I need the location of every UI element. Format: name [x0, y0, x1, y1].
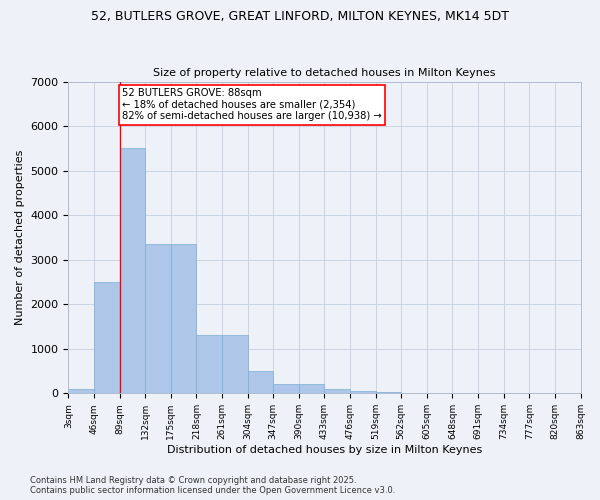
- Bar: [273, 384, 299, 394]
- Bar: [171, 244, 196, 394]
- Y-axis label: Number of detached properties: Number of detached properties: [15, 150, 25, 325]
- Bar: [94, 282, 119, 394]
- Bar: [325, 389, 350, 394]
- X-axis label: Distribution of detached houses by size in Milton Keynes: Distribution of detached houses by size …: [167, 445, 482, 455]
- Bar: [68, 389, 94, 394]
- Bar: [299, 384, 325, 394]
- Title: Size of property relative to detached houses in Milton Keynes: Size of property relative to detached ho…: [153, 68, 496, 78]
- Bar: [248, 371, 273, 394]
- Bar: [145, 244, 171, 394]
- Bar: [222, 336, 248, 394]
- Text: 52 BUTLERS GROVE: 88sqm
← 18% of detached houses are smaller (2,354)
82% of semi: 52 BUTLERS GROVE: 88sqm ← 18% of detache…: [122, 88, 382, 122]
- Text: 52, BUTLERS GROVE, GREAT LINFORD, MILTON KEYNES, MK14 5DT: 52, BUTLERS GROVE, GREAT LINFORD, MILTON…: [91, 10, 509, 23]
- Bar: [119, 148, 145, 394]
- Bar: [350, 390, 376, 394]
- Bar: [376, 392, 401, 394]
- Bar: [196, 336, 222, 394]
- Text: Contains HM Land Registry data © Crown copyright and database right 2025.
Contai: Contains HM Land Registry data © Crown c…: [30, 476, 395, 495]
